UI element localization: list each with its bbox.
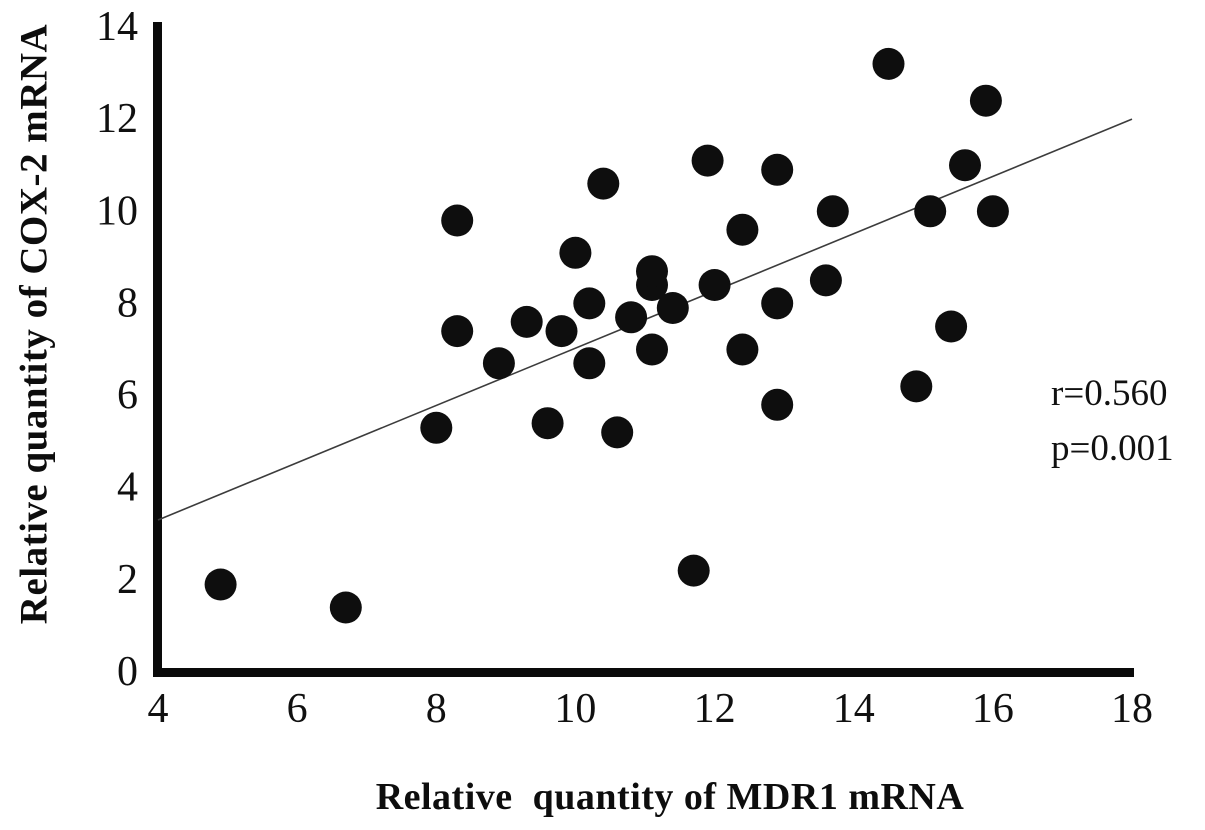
- y-tick-label: 12: [96, 96, 138, 142]
- y-tick-label: 8: [117, 280, 138, 326]
- x-axis-title: Relative quantity of MDR1 mRNA: [375, 776, 965, 818]
- scatter-point: [935, 310, 968, 343]
- scatter-point: [656, 292, 689, 324]
- scatter-point: [420, 411, 453, 444]
- scatter-point: [482, 347, 515, 380]
- scatter-point: [545, 315, 578, 348]
- scatter-point: [949, 149, 981, 182]
- scatter-point: [636, 333, 668, 366]
- y-tick-label: 6: [117, 373, 138, 419]
- scatter-point: [726, 333, 759, 366]
- p-value: p=0.001: [1051, 428, 1174, 469]
- scatter-point: [329, 591, 362, 624]
- scatter-point: [587, 167, 620, 200]
- scatter-point: [761, 388, 794, 421]
- x-tick-label: 10: [554, 686, 596, 732]
- scatter-point: [615, 301, 648, 334]
- scatter-point: [809, 264, 842, 297]
- y-tick-label: 14: [96, 4, 138, 50]
- scatter-point: [872, 47, 905, 80]
- x-tick-label: 18: [1111, 686, 1153, 732]
- scatter-point: [559, 236, 592, 269]
- scatter-point: [636, 255, 668, 288]
- y-tick-label: 0: [117, 649, 138, 695]
- correlation-coefficient-value: r=0.560: [1051, 373, 1168, 414]
- scatter-point: [761, 153, 794, 186]
- y-tick-label: 4: [117, 465, 138, 511]
- scatter-point: [441, 204, 474, 237]
- scatter-point: [441, 315, 474, 348]
- y-axis-line: [153, 22, 162, 677]
- scatter-point: [816, 195, 849, 228]
- stats-annotation: r=0.560 p=0.001: [1051, 366, 1174, 476]
- x-tick-label: 12: [694, 686, 736, 732]
- x-axis-line: [153, 668, 1134, 677]
- scatter-point: [677, 554, 710, 587]
- scatter-point: [531, 407, 564, 440]
- scatter-point: [976, 195, 1009, 228]
- scatter-point: [510, 305, 543, 338]
- scatter-point: [204, 568, 237, 601]
- scatter-point: [601, 416, 634, 449]
- x-tick-label: 8: [426, 686, 447, 732]
- scatter-point: [900, 370, 933, 403]
- y-axis-title: Relative quantity of COX-2 mRNA: [12, 23, 56, 625]
- scatter-point: [573, 287, 606, 320]
- x-tick-label: 16: [972, 686, 1014, 732]
- scatter-point: [691, 144, 724, 177]
- y-tick-label: 2: [117, 557, 138, 603]
- scatter-point: [726, 213, 759, 246]
- scatter-point: [969, 84, 1002, 117]
- x-tick-label: 14: [833, 686, 875, 732]
- x-tick-label: 6: [287, 686, 308, 732]
- scatter-point: [761, 287, 794, 320]
- scatter-point: [573, 347, 606, 380]
- scatter-point: [698, 269, 731, 301]
- scatter-point: [914, 195, 947, 228]
- y-tick-label: 10: [96, 188, 138, 234]
- x-tick-label: 4: [148, 686, 169, 732]
